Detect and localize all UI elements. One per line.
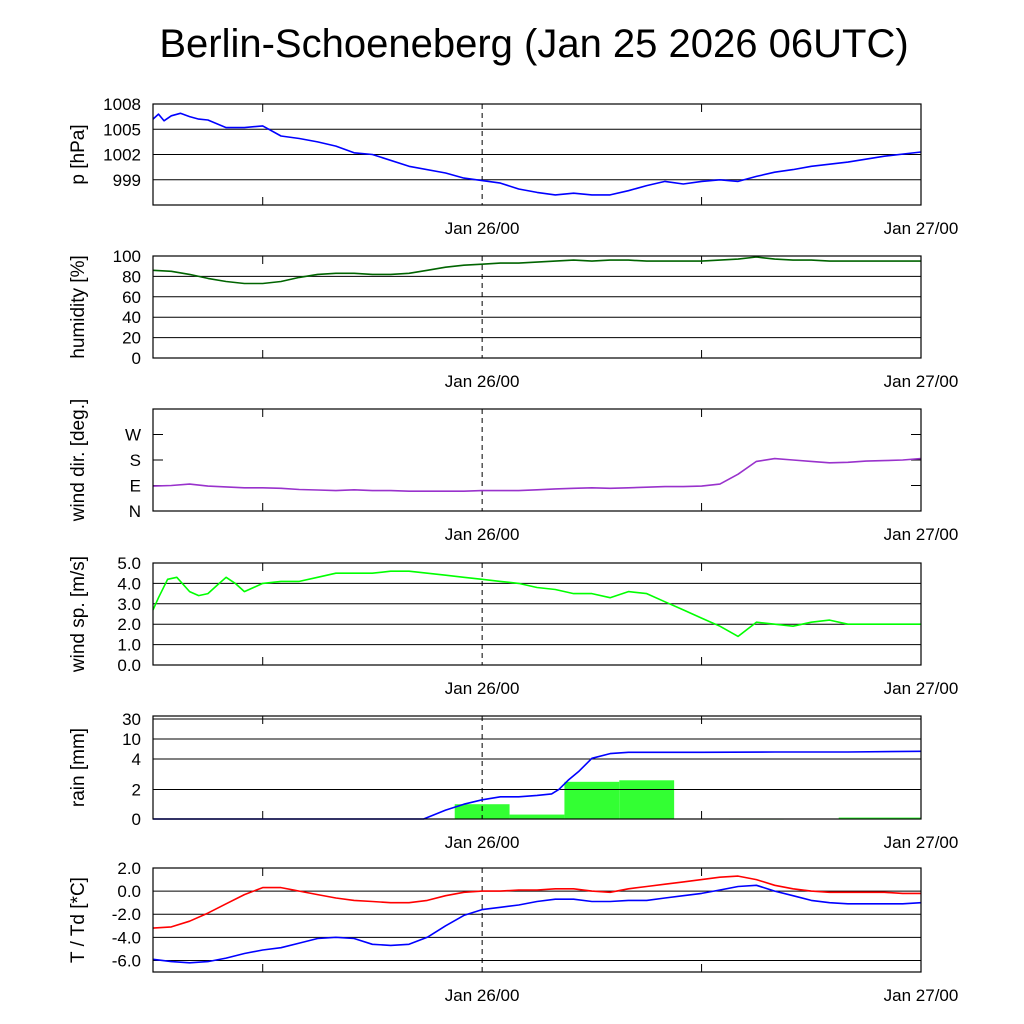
y-axis-label: wind dir. [deg.]	[68, 399, 89, 523]
y-tick-label: 80	[122, 267, 141, 286]
x-tick-label: Jan 27/00	[884, 833, 959, 852]
y-tick-label: 2	[132, 780, 141, 799]
plot-frame	[152, 562, 922, 666]
y-tick-label: 4	[132, 750, 141, 769]
y-tick-label: 1005	[103, 120, 141, 139]
x-tick-label: Jan 26/00	[445, 372, 520, 391]
y-tick-label: -6.0	[112, 951, 141, 970]
y-tick-label: -2.0	[112, 905, 141, 924]
series-line-wind_direction-0	[152, 457, 922, 493]
y-tick-label: 3.0	[117, 595, 141, 614]
plot-frame	[152, 408, 922, 512]
x-tick-label: Jan 26/00	[445, 219, 520, 238]
plot-frame	[152, 867, 922, 973]
x-tick-label: Jan 27/00	[884, 372, 959, 391]
y-tick-label: 60	[122, 288, 141, 307]
panel-pressure: 999 1002 1005 1008 Jan 26/00 Jan 27/00 p [hPa]	[68, 95, 958, 238]
y-tick-label: -4.0	[112, 928, 141, 947]
plot-frame	[152, 103, 922, 206]
series-line-wind_speed-0	[152, 570, 921, 638]
y-tick-label: 10	[122, 730, 141, 749]
rain-bar	[509, 814, 565, 819]
y-tick-label: 0	[132, 810, 141, 829]
x-tick-label: Jan 26/00	[445, 679, 520, 698]
y-tick-label: 1002	[103, 146, 141, 165]
y-tick-label: N	[129, 502, 141, 521]
x-tick-label: Jan 27/00	[884, 219, 959, 238]
y-tick-label: 4.0	[117, 574, 141, 593]
y-tick-label: 30	[122, 710, 141, 729]
series-line-humidity-0	[152, 256, 921, 285]
rain-bar	[838, 817, 921, 819]
series-line-temperature_dewpoint-0	[152, 875, 921, 929]
panel-temperature_dewpoint: -6.0 -4.0 -2.0 0.0 2.0 Jan 26/00 Jan 27/00 T / …	[68, 859, 958, 1005]
plot-frame	[152, 255, 922, 359]
y-axis-label: rain [mm]	[68, 728, 89, 807]
y-tick-label: W	[125, 426, 141, 445]
y-axis-label: T / Td [*C]	[68, 877, 89, 963]
y-tick-label: 5.0	[117, 554, 141, 573]
x-tick-label: Jan 27/00	[884, 986, 959, 1005]
series-line-rain-0	[153, 750, 922, 820]
y-tick-label: S	[130, 451, 141, 470]
y-tick-label: 0	[132, 349, 141, 368]
panel-wind_speed: 0.01.0 2.03.0 4.05.0 Jan 26/00 Jan 27/00 wind…	[68, 554, 958, 698]
rain-bar	[454, 804, 510, 819]
y-tick-label: E	[130, 477, 141, 496]
y-tick-label: 1008	[103, 95, 141, 114]
rain-bar	[619, 780, 675, 819]
y-tick-label: 0.0	[117, 882, 141, 901]
y-tick-label: 2.0	[117, 615, 141, 634]
plot-frame	[152, 715, 922, 820]
rain-bar	[564, 781, 620, 819]
y-tick-label: 2.0	[117, 859, 141, 878]
series-line-pressure-0	[152, 112, 922, 196]
y-axis-label: p [hPa]	[68, 124, 89, 184]
y-tick-label: 0.0	[117, 656, 141, 675]
chart-title: Berlin-Schoeneberg (Jan 25 2026 06UTC)	[159, 22, 909, 66]
y-tick-label: 20	[122, 329, 141, 348]
y-axis-label: wind sp. [m/s]	[68, 556, 89, 673]
y-axis-label: humidity [%]	[68, 255, 89, 358]
y-tick-label: 100	[113, 247, 141, 266]
x-tick-label: Jan 26/00	[445, 986, 520, 1005]
series-line-temperature_dewpoint-1	[152, 884, 922, 964]
y-tick-label: 1.0	[117, 636, 141, 655]
y-tick-label: 40	[122, 308, 141, 327]
x-tick-label: Jan 26/00	[445, 833, 520, 852]
y-tick-label: 999	[113, 171, 141, 190]
x-tick-label: Jan 27/00	[884, 525, 959, 544]
x-tick-label: Jan 27/00	[884, 679, 959, 698]
x-tick-label: Jan 26/00	[445, 525, 520, 544]
